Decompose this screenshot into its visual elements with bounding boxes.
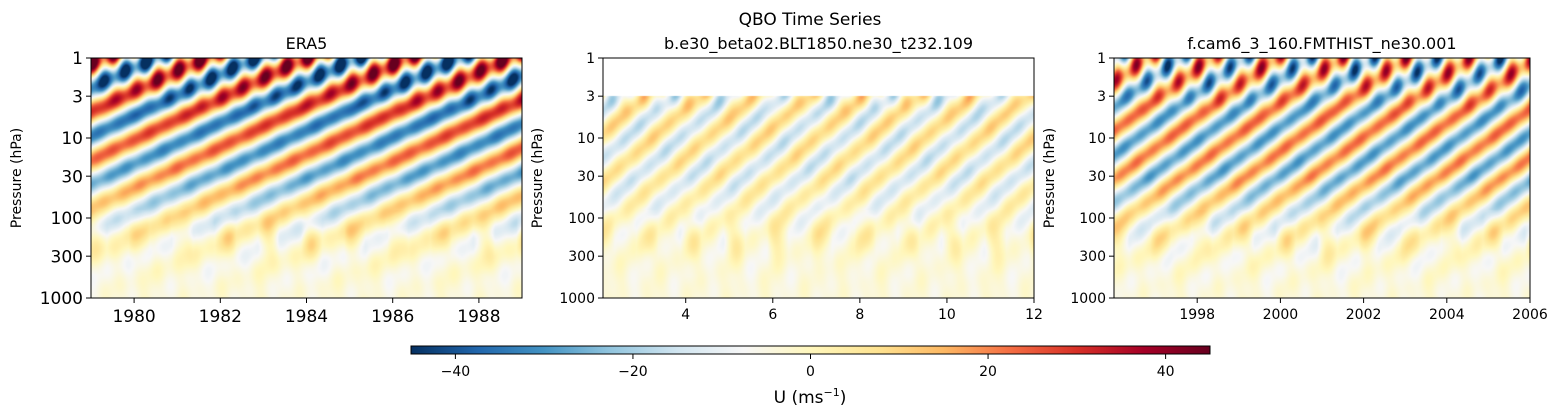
- colorbar-ticks: −40 −20 0 20 40: [441, 354, 1175, 380]
- y-tick-label: 1: [586, 51, 595, 67]
- x-tick-label: 1980: [112, 307, 155, 327]
- y-tick-label: 3: [1097, 89, 1106, 105]
- y-tick-label: 30: [61, 167, 83, 187]
- x-tick-label: 1982: [199, 307, 242, 327]
- x-tick-label: 2006: [1512, 307, 1548, 323]
- x-tick-label: 1988: [457, 307, 500, 327]
- y-tick-label: 300: [1079, 249, 1106, 265]
- x-tick-label: 1986: [371, 307, 414, 327]
- heatmap-field: [91, 58, 522, 298]
- figure-suptitle: QBO Time Series: [739, 10, 882, 30]
- heatmap-field: [603, 58, 1034, 298]
- y-tick-label: 3: [72, 87, 83, 107]
- y-axis-label: Pressure (hPa): [9, 128, 25, 228]
- panel-title: b.e30_beta02.BLT1850.ne30_t232.109: [664, 34, 973, 54]
- y-axis-label: Pressure (hPa): [1042, 128, 1058, 228]
- axes-frame: [1113, 57, 1531, 299]
- x-tick-label: 2000: [1263, 307, 1299, 323]
- y-tick-label: 300: [51, 247, 83, 267]
- colorbar-tick-label: 40: [1157, 364, 1175, 380]
- panel-title: f.cam6_3_160.FMTHIST_ne30.001: [1187, 34, 1456, 54]
- colorbar-label: U (ms−1): [774, 386, 847, 408]
- colorbar-tick-label: 0: [806, 364, 815, 380]
- panels-group: ERA5 1 3 10 30 100 300 1000 1980 1982 1984 1986 1988…: [9, 34, 1548, 327]
- y-tick-label: 1000: [40, 289, 83, 309]
- axes-frame: [602, 57, 1035, 299]
- panel-title: ERA5: [286, 34, 328, 53]
- colorbar-tick-label: 20: [979, 364, 997, 380]
- x-tick-label: 8: [855, 307, 864, 323]
- colorbar-label-exponent: −1: [824, 386, 840, 399]
- colorbar-tick-label: −20: [618, 364, 648, 380]
- y-tick-label: 100: [1079, 211, 1106, 227]
- y-tick-label: 10: [61, 129, 83, 149]
- y-tick-label: 1: [72, 49, 83, 69]
- y-tick-label: 100: [568, 211, 595, 227]
- colorbar-tick-label: −40: [441, 364, 471, 380]
- heatmap-field: [1114, 58, 1530, 298]
- y-tick-label: 1000: [559, 291, 595, 307]
- x-tick-label: 1984: [285, 307, 328, 327]
- x-tick-label: 6: [768, 307, 777, 323]
- colorbar-label-main: U (ms: [774, 388, 824, 408]
- x-tick-label: 4: [681, 307, 690, 323]
- x-tick-label: 2004: [1429, 307, 1465, 323]
- y-tick-label: 10: [577, 131, 595, 147]
- y-tick-label: 10: [1088, 131, 1106, 147]
- x-tick-label: 2002: [1346, 307, 1382, 323]
- y-tick-label: 300: [568, 249, 595, 265]
- panel-2: b.e30_beta02.BLT1850.ne30_t232.109 1 3 10 30…: [530, 34, 1043, 323]
- colorbar: −40 −20 0 20 40 U (ms−1): [410, 345, 1211, 408]
- y-tick-label: 3: [586, 89, 595, 105]
- colorbar-label-close: ): [840, 388, 847, 408]
- x-tick-label: 1998: [1179, 307, 1215, 323]
- y-axis-label: Pressure (hPa): [530, 128, 546, 228]
- colorbar-gradient-bar: [410, 345, 1211, 355]
- y-tick-label: 1: [1097, 51, 1106, 67]
- y-tick-label: 1000: [1070, 291, 1106, 307]
- y-tick-label: 30: [577, 169, 595, 185]
- panel-3: f.cam6_3_160.FMTHIST_ne30.001 1 3 10 30 100 30…: [1042, 34, 1548, 323]
- y-tick-label: 30: [1088, 169, 1106, 185]
- x-tick-label: 10: [938, 307, 956, 323]
- x-tick-label: 12: [1025, 307, 1043, 323]
- y-tick-label: 100: [51, 209, 83, 229]
- panel-1: ERA5 1 3 10 30 100 300 1000 1980 1982 1984 1986 1988…: [9, 34, 523, 327]
